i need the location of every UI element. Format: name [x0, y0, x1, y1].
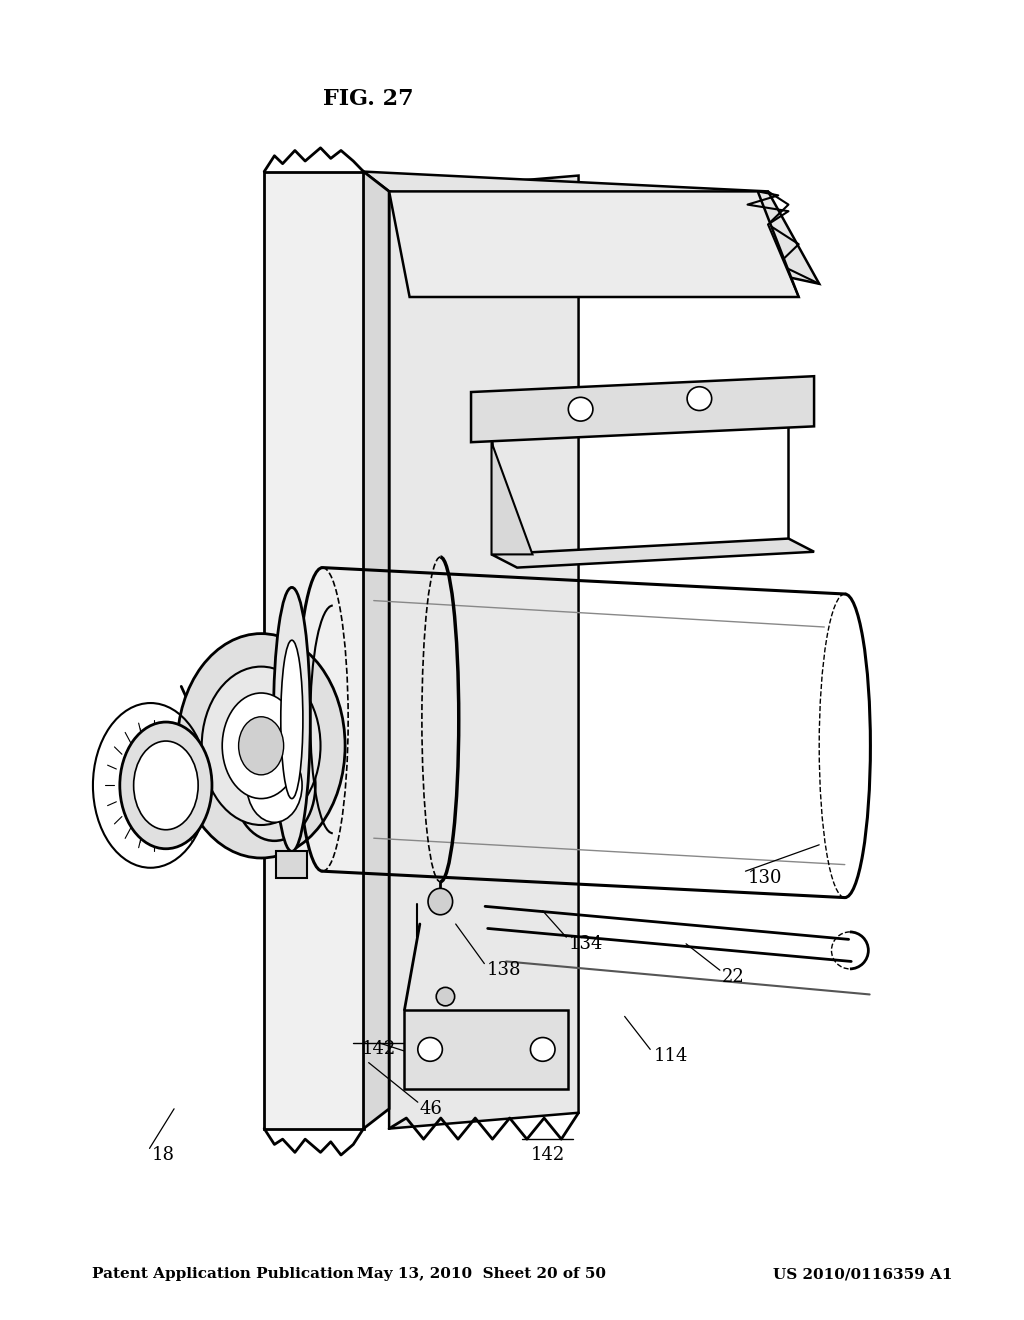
- Ellipse shape: [687, 387, 712, 411]
- Text: 130: 130: [748, 869, 782, 887]
- Polygon shape: [492, 442, 532, 554]
- Ellipse shape: [428, 888, 453, 915]
- Polygon shape: [404, 1010, 568, 1089]
- Text: FIG. 27: FIG. 27: [324, 88, 414, 110]
- Ellipse shape: [281, 640, 303, 799]
- Ellipse shape: [202, 667, 321, 825]
- Polygon shape: [492, 539, 814, 568]
- Text: Patent Application Publication: Patent Application Publication: [92, 1267, 354, 1282]
- Text: 22: 22: [722, 968, 744, 986]
- Polygon shape: [364, 172, 389, 1129]
- Text: 142: 142: [361, 1040, 396, 1059]
- Text: 18: 18: [152, 1146, 174, 1164]
- Ellipse shape: [233, 730, 315, 841]
- Ellipse shape: [222, 693, 300, 799]
- Ellipse shape: [418, 1038, 442, 1061]
- Ellipse shape: [273, 587, 310, 851]
- Text: May 13, 2010  Sheet 20 of 50: May 13, 2010 Sheet 20 of 50: [356, 1267, 606, 1282]
- Ellipse shape: [239, 717, 284, 775]
- Text: 114: 114: [653, 1047, 688, 1065]
- Polygon shape: [471, 376, 814, 442]
- Ellipse shape: [120, 722, 212, 849]
- Text: 142: 142: [530, 1146, 565, 1164]
- Ellipse shape: [133, 741, 199, 830]
- Ellipse shape: [436, 987, 455, 1006]
- Text: US 2010/0116359 A1: US 2010/0116359 A1: [773, 1267, 952, 1282]
- Text: 134: 134: [568, 935, 603, 953]
- Text: 138: 138: [486, 961, 521, 979]
- Ellipse shape: [568, 397, 593, 421]
- Ellipse shape: [247, 748, 302, 822]
- Polygon shape: [389, 176, 579, 1129]
- Ellipse shape: [530, 1038, 555, 1061]
- Text: 46: 46: [420, 1100, 442, 1118]
- Polygon shape: [389, 191, 799, 297]
- Ellipse shape: [177, 634, 345, 858]
- Polygon shape: [364, 172, 819, 284]
- Polygon shape: [264, 172, 364, 1129]
- Polygon shape: [276, 851, 307, 878]
